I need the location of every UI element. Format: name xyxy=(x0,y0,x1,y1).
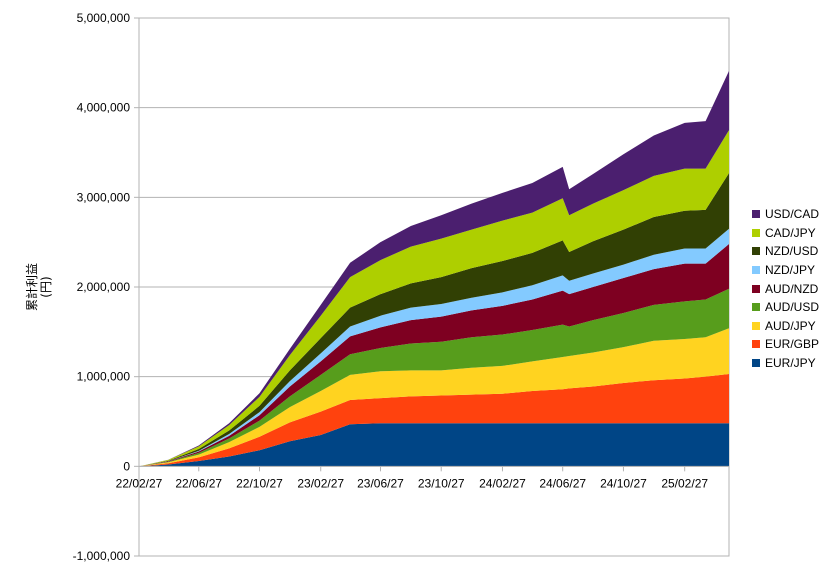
y-tick-label: 3,000,000 xyxy=(77,190,131,204)
legend-label: CAD/JPY xyxy=(765,225,816,240)
legend-item: AUD/JPY xyxy=(752,317,832,336)
y-axis-title-unit: (円) xyxy=(39,276,53,297)
x-tick-label: 23/10/27 xyxy=(418,476,465,490)
legend-swatch xyxy=(752,266,760,275)
legend-label: EUR/JPY xyxy=(765,356,816,371)
x-tick-label: 23/02/27 xyxy=(297,476,344,490)
area-aud-jpy xyxy=(139,328,729,467)
legend: USD/CAD CAD/JPY NZD/USD NZD/JPY AUD/NZD AUD/U… xyxy=(752,205,832,372)
area-eur-jpy xyxy=(139,423,729,467)
legend-swatch xyxy=(752,228,760,237)
x-tick-label: 22/10/27 xyxy=(236,476,283,490)
legend-label: USD/CAD xyxy=(765,207,820,222)
legend-item: EUR/JPY xyxy=(752,354,832,373)
legend-swatch xyxy=(752,340,760,349)
x-tick-label: 24/02/27 xyxy=(479,476,526,490)
x-tick-label: 23/06/27 xyxy=(357,476,404,490)
legend-item: USD/CAD xyxy=(752,205,832,224)
y-tick-label: 4,000,000 xyxy=(77,101,131,115)
y-tick-label: 2,000,000 xyxy=(77,280,131,294)
x-tick-label: 22/06/27 xyxy=(175,476,222,490)
area-eur-gbp xyxy=(139,373,729,467)
legend-item: AUD/NZD xyxy=(752,279,832,298)
legend-label: EUR/GBP xyxy=(765,337,820,352)
x-tick-label: 24/10/27 xyxy=(600,476,647,490)
x-tick-label: 24/06/27 xyxy=(539,476,586,490)
y-tick-label: 5,000,000 xyxy=(77,11,131,25)
y-axis-title: 累計利益 xyxy=(24,263,39,311)
legend-label: AUD/NZD xyxy=(765,281,819,296)
legend-item: AUD/USD xyxy=(752,298,832,317)
legend-swatch xyxy=(752,210,760,219)
legend-swatch xyxy=(752,247,760,256)
legend-item: CAD/JPY xyxy=(752,224,832,243)
y-tick-label: 0 xyxy=(123,459,130,473)
legend-item: EUR/GBP xyxy=(752,335,832,354)
legend-swatch xyxy=(752,303,760,312)
legend-label: AUD/USD xyxy=(765,300,820,315)
area-series-group xyxy=(139,70,729,467)
x-tick-label: 22/02/27 xyxy=(116,476,163,490)
legend-label: AUD/JPY xyxy=(765,318,816,333)
legend-item: NZD/USD xyxy=(752,242,832,261)
legend-swatch xyxy=(752,284,760,293)
legend-swatch xyxy=(752,321,760,330)
y-tick-label: -1,000,000 xyxy=(73,549,131,563)
legend-item: NZD/JPY xyxy=(752,261,832,280)
area-aud-nzd xyxy=(139,243,729,467)
legend-swatch xyxy=(752,359,760,368)
y-tick-label: 1,000,000 xyxy=(77,370,131,384)
x-tick-label: 25/02/27 xyxy=(661,476,708,490)
x-tick-labels: 22/02/27 22/06/27 22/10/27 23/02/27 23/06/27… xyxy=(116,476,709,490)
area-aud-usd xyxy=(139,288,729,467)
area-nzd-jpy xyxy=(139,228,729,467)
y-tick-labels: -1,000,000 0 1,000,000 2,000,000 3,000,000 4,… xyxy=(73,11,131,563)
legend-label: NZD/JPY xyxy=(765,263,816,278)
area-cad-jpy xyxy=(139,130,729,467)
legend-label: NZD/USD xyxy=(765,244,819,259)
axes-group xyxy=(138,465,729,472)
